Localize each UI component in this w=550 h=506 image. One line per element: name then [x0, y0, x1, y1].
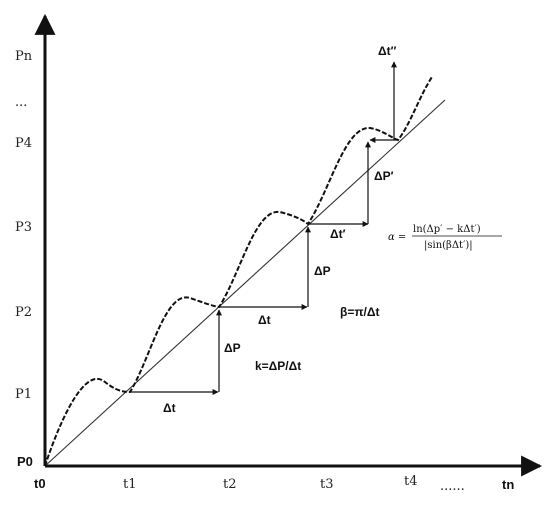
- alpha-numerator: ln(Δp′ − kΔt′): [413, 224, 481, 235]
- step3-dp-prime-label: ΔP′: [374, 169, 394, 183]
- wave-curve: [44, 76, 433, 467]
- x-tick-t2: t2: [223, 477, 237, 492]
- step1-dp-label: ΔP: [224, 341, 241, 355]
- y-axis-label: Pn: [15, 49, 33, 64]
- origin-t0: t0: [34, 476, 46, 491]
- x-tick-t4: t4: [404, 474, 418, 489]
- step2-dp-label: ΔP: [314, 264, 331, 278]
- y-tick-p4: P4: [15, 136, 32, 151]
- x-axis-label: tn: [502, 477, 514, 492]
- y-ellipsis: ...: [15, 95, 27, 110]
- y-tick-p2: P2: [15, 305, 32, 320]
- step3-dt-prime-label: Δt′: [330, 227, 346, 241]
- y-tick-p3: P3: [15, 220, 32, 235]
- origin-p0: P0: [17, 454, 33, 469]
- k-formula: k=ΔP/Δt: [255, 359, 301, 373]
- alpha-lhs: α =: [388, 232, 406, 243]
- step2-dt-label: Δt: [258, 313, 271, 327]
- beta-formula: β=π/Δt: [340, 305, 379, 319]
- x-tick-t3: t3: [320, 477, 334, 492]
- alpha-denominator: |sin(βΔt′)|: [424, 240, 473, 251]
- trend-line: [44, 99, 446, 467]
- x-ellipsis: ......: [440, 479, 465, 494]
- y-tick-p1: P1: [15, 387, 32, 402]
- step1-dt-label: Δt: [163, 401, 176, 415]
- x-tick-t1: t1: [123, 477, 137, 492]
- dt-double-prime-label: Δt″: [378, 44, 397, 58]
